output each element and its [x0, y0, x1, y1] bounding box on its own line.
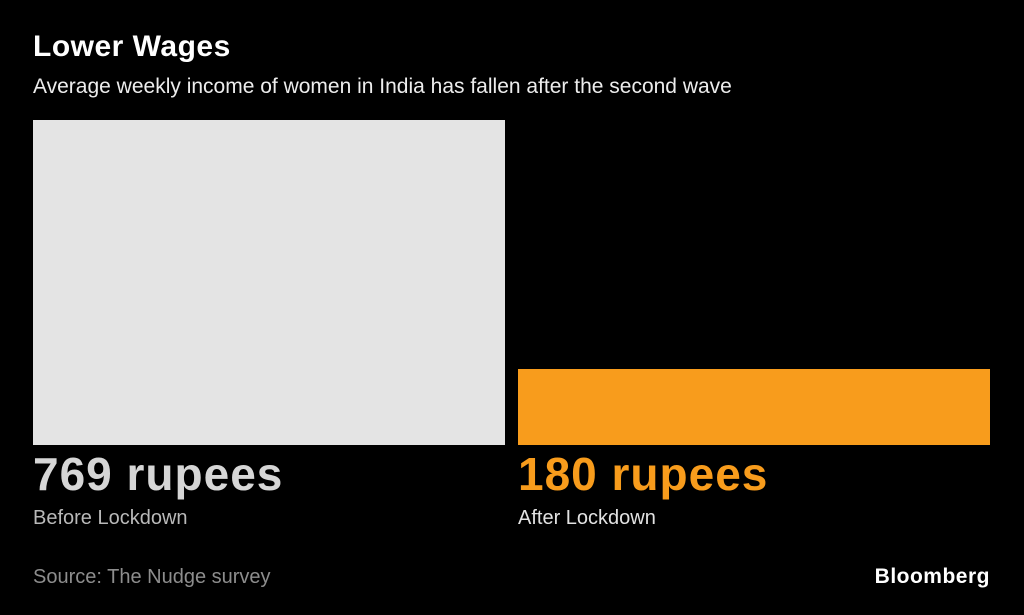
chart-subtitle: Average weekly income of women in India …	[33, 74, 732, 98]
source-credit: Source: The Nudge survey	[33, 566, 271, 588]
value-label-after: 180 rupees	[518, 447, 769, 500]
bar-chart: 769 rupees Before Lockdown 180 rupees Af…	[33, 119, 990, 530]
chart-title: Lower Wages	[33, 30, 231, 63]
category-label-after: After Lockdown	[518, 506, 656, 529]
bar-before-lockdown	[33, 119, 505, 445]
category-label-before: Before Lockdown	[33, 506, 188, 529]
bar-column-before-lockdown: 769 rupees Before Lockdown	[33, 119, 505, 530]
bar-after-lockdown	[518, 368, 990, 445]
bar-column-after-lockdown: 180 rupees After Lockdown	[518, 120, 990, 530]
bar-area-after	[518, 120, 990, 445]
bloomberg-logo: Bloomberg	[874, 565, 990, 588]
value-label-before: 769 rupees	[33, 447, 284, 500]
bar-area-before	[33, 119, 505, 445]
chart-footer: Source: The Nudge survey Bloomberg	[33, 565, 990, 595]
